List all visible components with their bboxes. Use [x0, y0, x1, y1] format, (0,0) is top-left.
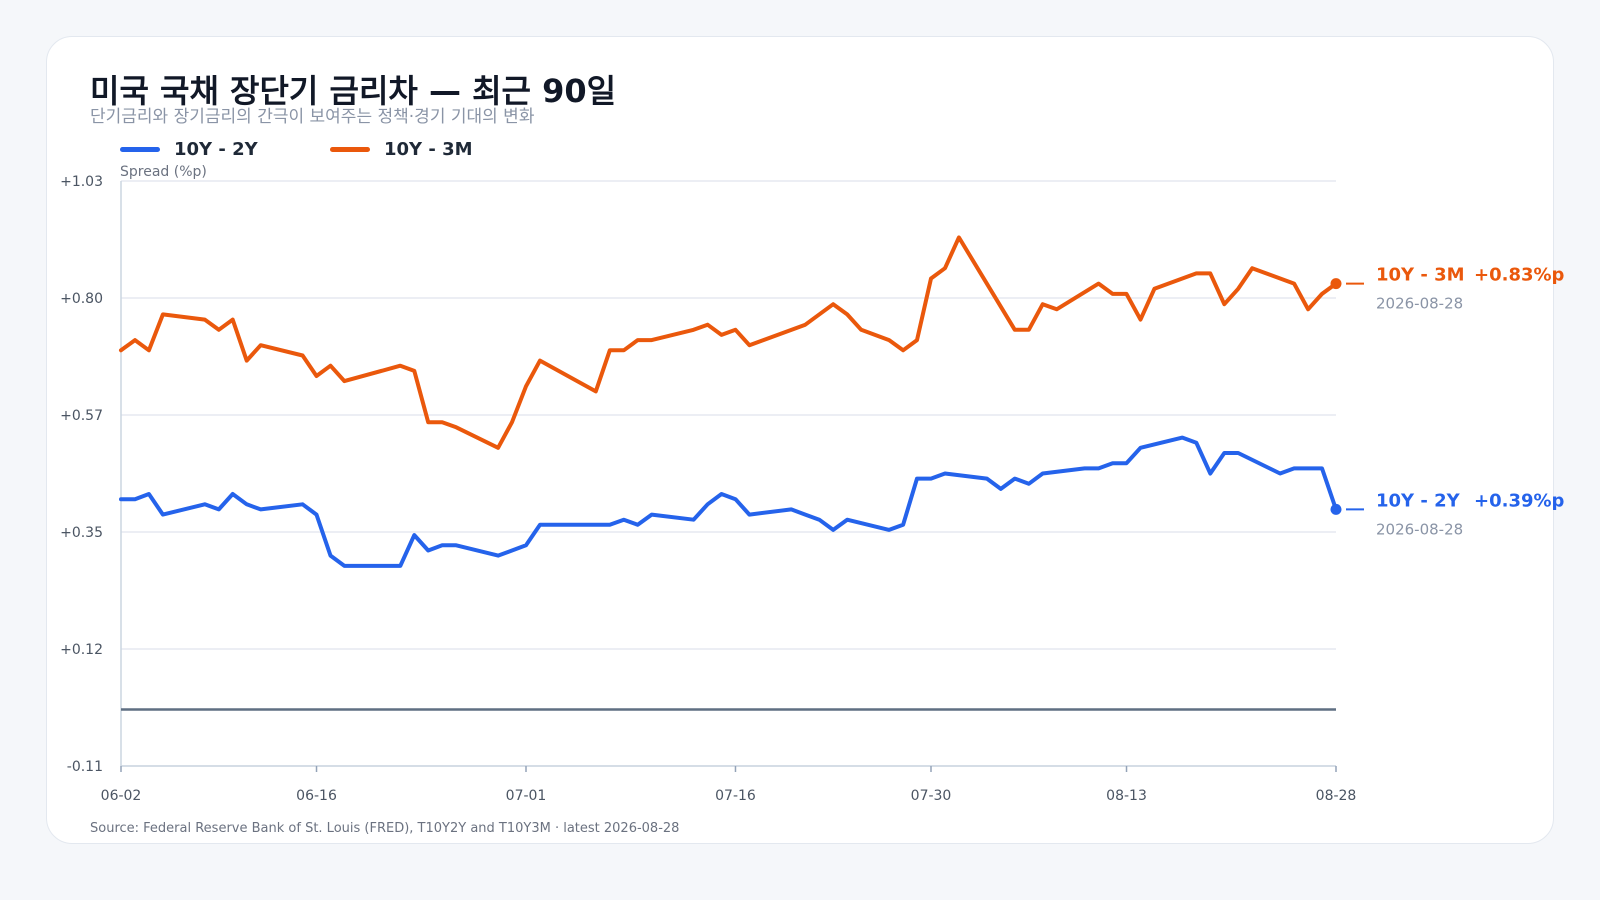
series-line-10y-3m — [119, 235, 1338, 450]
series-end-point-10y-2y — [1330, 503, 1342, 515]
y-tick-label: +0.80 — [60, 291, 103, 307]
y-tick-label: +1.03 — [60, 174, 103, 190]
source-note: Source: Federal Reserve Bank of St. Loui… — [90, 821, 680, 836]
page-title: 미국 국채 장단기 금리차 — 최근 90일 — [90, 72, 617, 110]
series-end-label-10y-3m: 10Y - 3M — [1376, 265, 1465, 286]
legend-swatch-10y-2y — [120, 146, 160, 152]
series-end-value-10y-2y: +0.39%p — [1474, 490, 1565, 511]
series-end-date-10y-3m: 2026-08-28 — [1376, 295, 1463, 313]
x-tick-label: 06-02 — [101, 788, 142, 804]
x-tick-label: 06-16 — [296, 788, 337, 804]
series-end-point-10y-3m — [1330, 278, 1342, 290]
legend-item-10y-2y[interactable]: 10Y - 2Y — [120, 137, 258, 161]
series-line-10y-2y — [119, 435, 1338, 568]
x-tick-label: 07-01 — [506, 788, 547, 804]
series-end-label-10y-2y: 10Y - 2Y — [1376, 490, 1461, 511]
y-tick-label: +0.57 — [60, 408, 103, 424]
legend-item-10y-3m[interactable]: 10Y - 3M — [330, 137, 473, 161]
y-axis-label: Spread (%p) — [120, 164, 207, 180]
legend-label-10y-2y: 10Y - 2Y — [174, 138, 258, 160]
y-tick-label: +0.12 — [60, 642, 103, 658]
series-end-value-10y-3m: +0.83%p — [1474, 265, 1565, 286]
x-tick-label: 07-16 — [715, 788, 756, 804]
legend-label-10y-3m: 10Y - 3M — [384, 138, 473, 160]
legend-swatch-10y-3m — [330, 146, 370, 152]
page-subtitle: 단기금리와 장기금리의 간극이 보여주는 정책·경기 기대의 변화 — [90, 107, 535, 127]
x-tick-label: 08-28 — [1316, 788, 1357, 804]
x-tick-label: 07-30 — [911, 788, 952, 804]
series-end-date-10y-2y: 2026-08-28 — [1376, 520, 1463, 538]
x-tick-label: 08-13 — [1106, 788, 1147, 804]
y-tick-label: -0.11 — [67, 759, 103, 775]
y-tick-label: +0.35 — [60, 525, 103, 541]
